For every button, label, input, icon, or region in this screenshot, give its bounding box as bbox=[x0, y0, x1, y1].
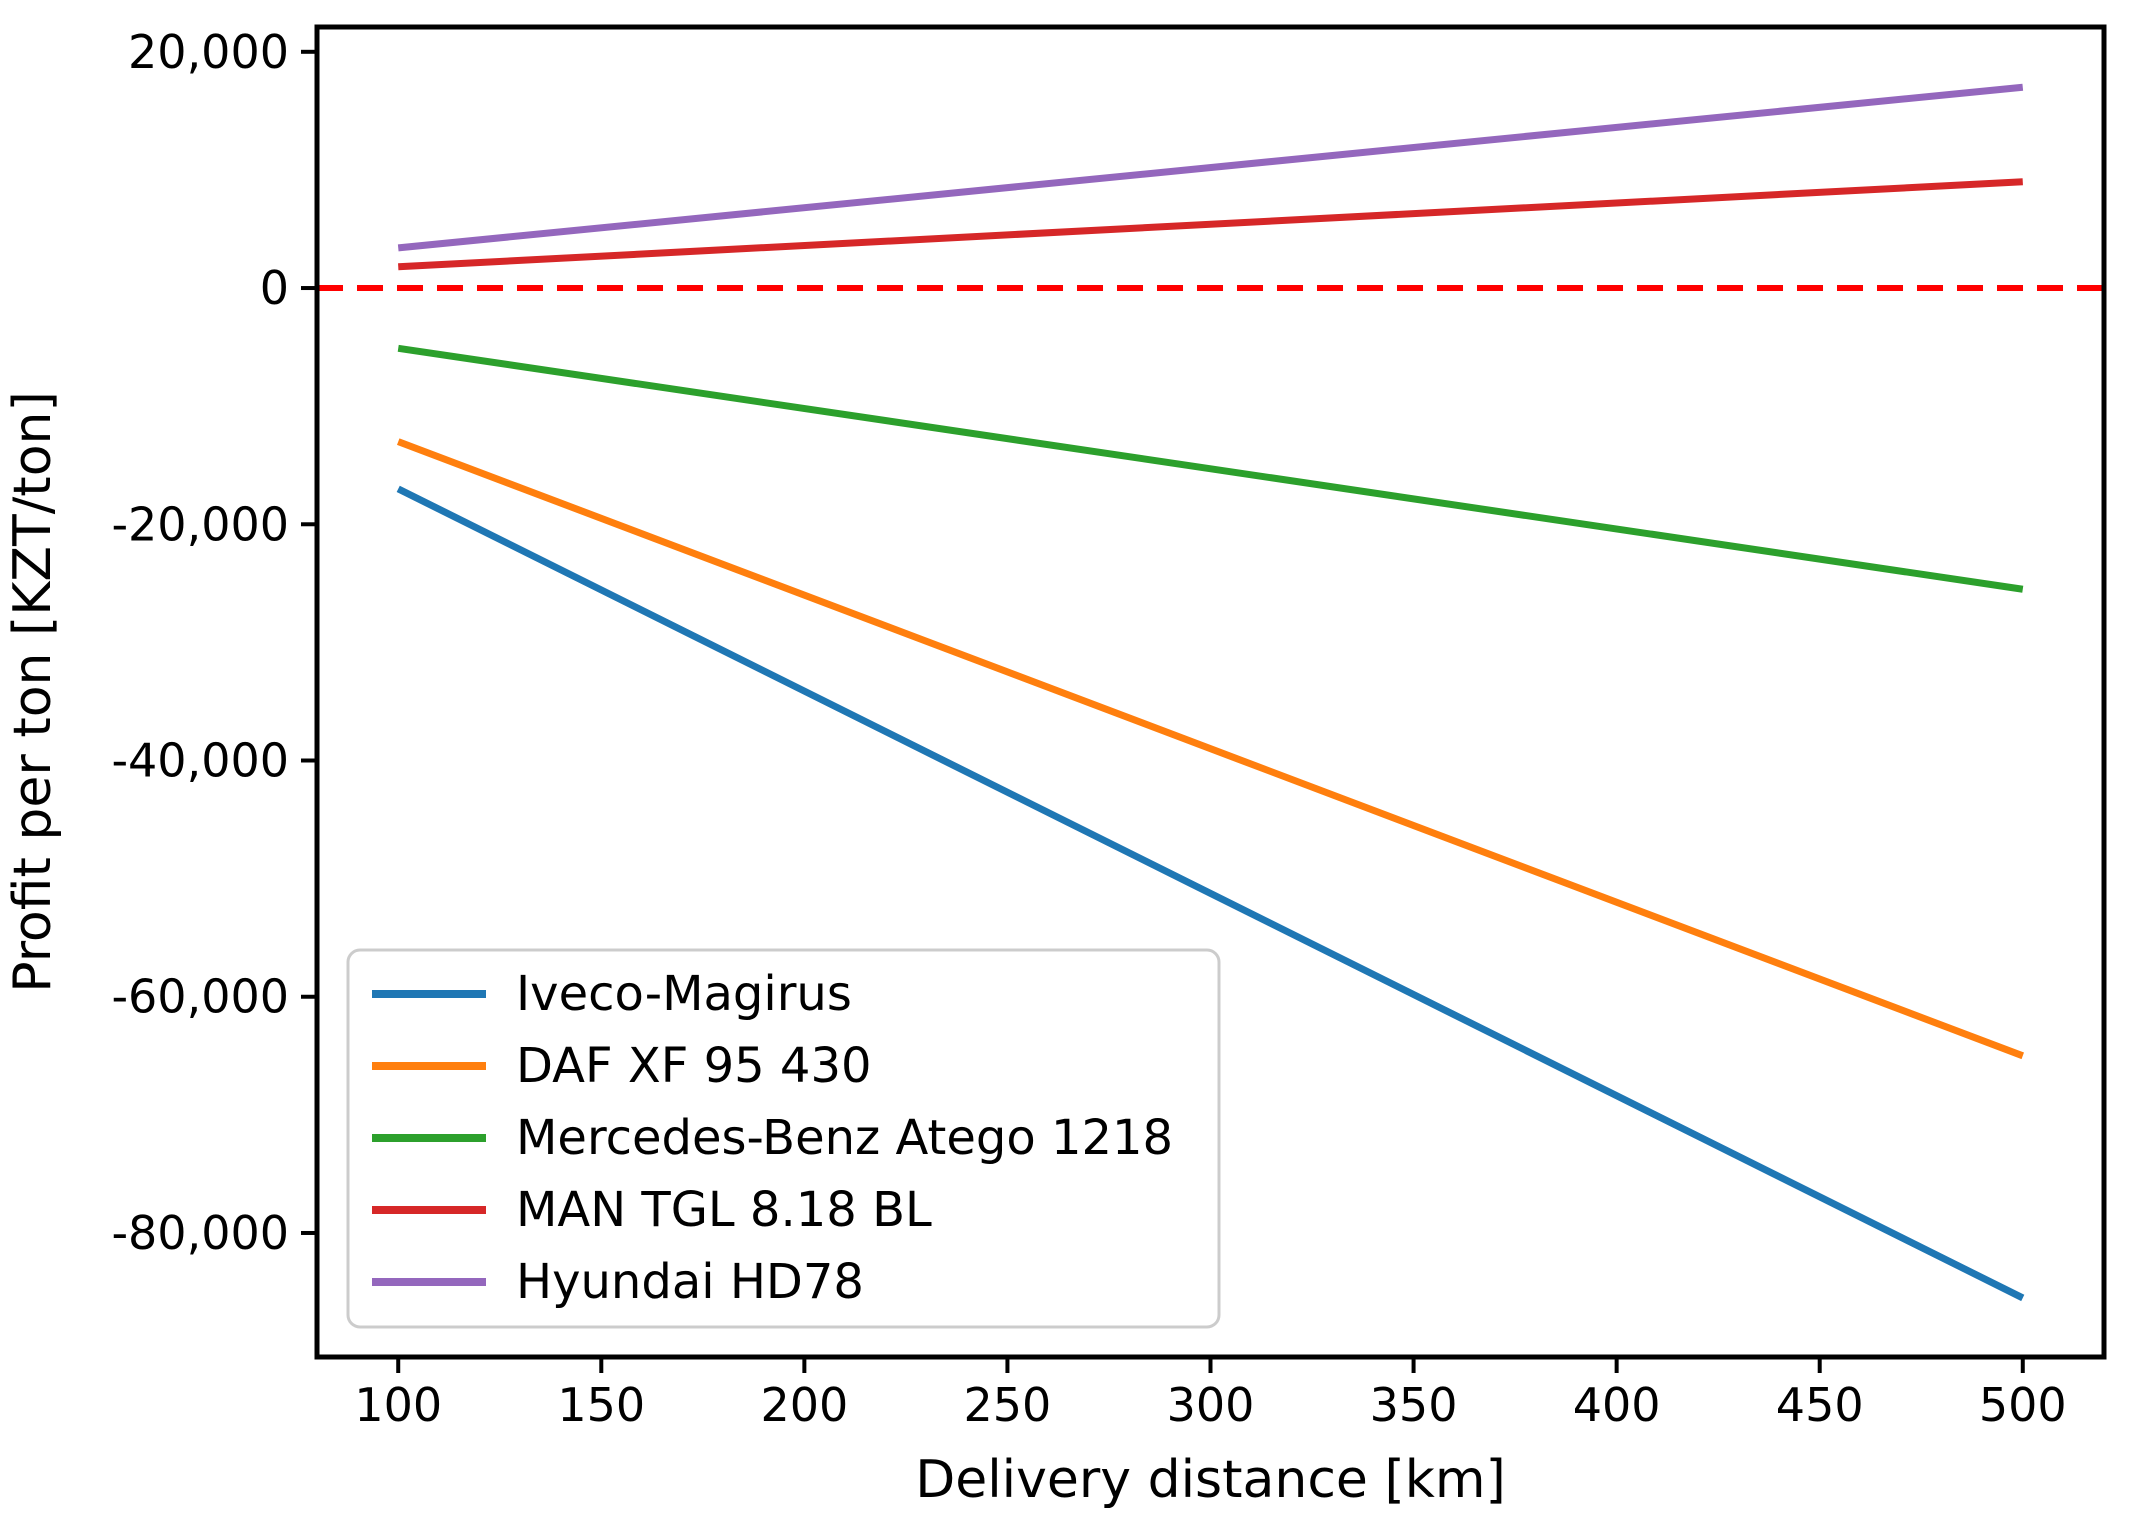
x-tick-label-400: 400 bbox=[1573, 1378, 1661, 1432]
y-tick-label--80000: -80,000 bbox=[111, 1206, 289, 1260]
x-tick-label-350: 350 bbox=[1370, 1378, 1458, 1432]
series-line-daf-xf-95-430 bbox=[396, 438, 2025, 1060]
y-axis-label: Profit per ton [KZT/ton] bbox=[3, 391, 63, 993]
series-line-hyundai-hd78 bbox=[397, 83, 2024, 252]
x-tick-label-250: 250 bbox=[964, 1378, 1052, 1432]
y-tick-label--60000: -60,000 bbox=[111, 970, 289, 1024]
series-line-mercedes-benz-atego-1218 bbox=[397, 344, 2024, 593]
legend-label-mercedes-benz-atego-1218: Mercedes-Benz Atego 1218 bbox=[516, 1110, 1173, 1166]
x-tick-label-300: 300 bbox=[1167, 1378, 1255, 1432]
x-axis-label: Delivery distance [km] bbox=[915, 1450, 1506, 1510]
y-tick-label--20000: -20,000 bbox=[111, 497, 289, 551]
y-tick-label-20000: 20,000 bbox=[128, 25, 289, 79]
legend-box bbox=[346, 948, 1221, 1329]
series-line-man-tgl-8-18-bl bbox=[398, 178, 2023, 271]
legend-label-man-tgl-8-18-bl: MAN TGL 8.18 BL bbox=[516, 1182, 932, 1238]
plot-border bbox=[314, 24, 2107, 1360]
legend-label-iveco-magirus: Iveco-Magirus bbox=[516, 966, 852, 1022]
x-tick-label-200: 200 bbox=[760, 1378, 848, 1432]
series-line-iveco-magirus bbox=[396, 485, 2025, 1302]
y-tick-label-0: 0 bbox=[260, 261, 289, 315]
x-tick-label-100: 100 bbox=[354, 1378, 442, 1432]
legend-label-daf-xf-95-430: DAF XF 95 430 bbox=[516, 1038, 872, 1094]
legend-label-hyundai-hd78: Hyundai HD78 bbox=[516, 1254, 864, 1310]
x-tick-label-150: 150 bbox=[557, 1378, 645, 1432]
x-tick-label-450: 450 bbox=[1776, 1378, 1864, 1432]
y-tick-label--40000: -40,000 bbox=[111, 734, 289, 788]
x-tick-label-500: 500 bbox=[1979, 1378, 2067, 1432]
